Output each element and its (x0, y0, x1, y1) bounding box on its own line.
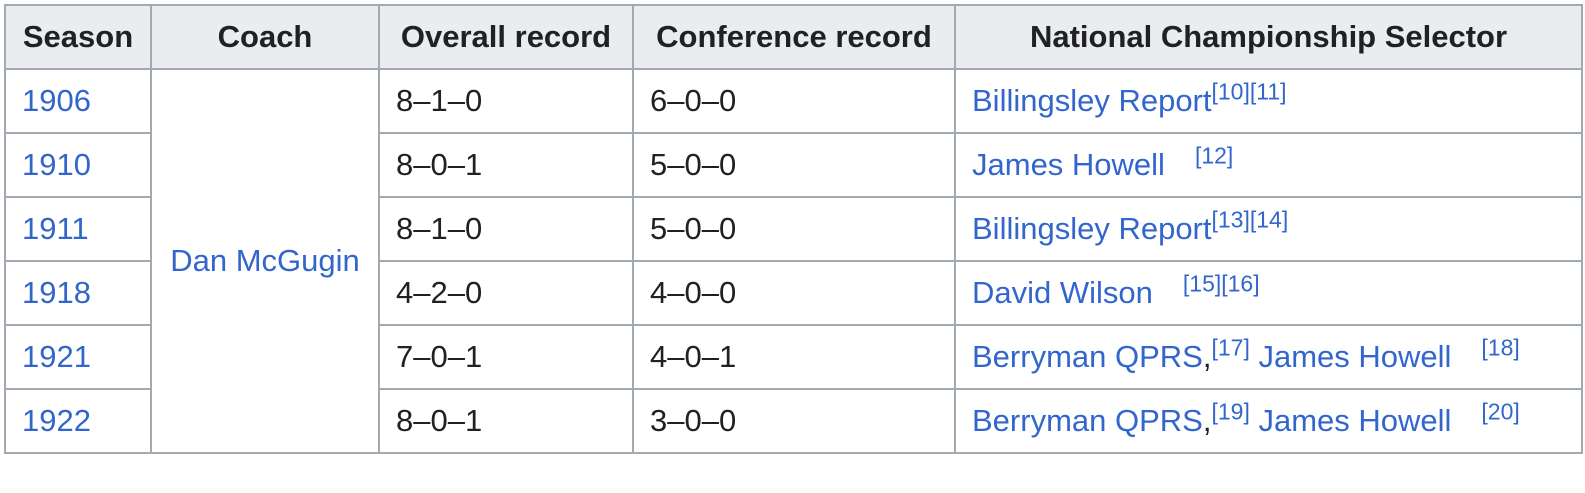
header-conference-record: Conference record (632, 4, 956, 70)
conference-record-cell: 4–0–0 (632, 260, 956, 326)
selector-link[interactable]: Billingsley Report (972, 83, 1212, 118)
selector-link-second[interactable]: James Howell (1258, 403, 1452, 438)
selector-link[interactable]: David Wilson (972, 275, 1153, 310)
season-cell: 1918 (4, 260, 152, 326)
overall-record-cell: 8–0–1 (378, 388, 634, 454)
table-row: 1922 8–0–1 3–0–0 Berryman QPRS,[19] Jame… (4, 388, 1583, 454)
header-season: Season (4, 4, 152, 70)
reference-link[interactable]: [18] (1481, 334, 1520, 361)
season-cell: 1922 (4, 388, 152, 454)
reference-note: [12] (1195, 143, 1233, 169)
overall-record-cell: 7–0–1 (378, 324, 634, 390)
header-overall-record: Overall record (378, 4, 634, 70)
season-link[interactable]: 1906 (22, 83, 91, 118)
season-link[interactable]: 1911 (22, 211, 89, 246)
reference-link[interactable]: [20] (1481, 398, 1520, 425)
season-cell: 1906 (4, 68, 152, 134)
header-row: Season Coach Overall record Conference r… (4, 4, 1583, 70)
conference-record-cell: 4–0–1 (632, 324, 956, 390)
reference-note: [17] (1211, 335, 1249, 361)
selector-cell: Billingsley Report[10][11] (954, 68, 1583, 134)
reference-link[interactable]: [19] (1211, 398, 1250, 425)
championships-table: Season Coach Overall record Conference r… (4, 4, 1583, 454)
coach-link[interactable]: Dan McGugin (170, 243, 360, 278)
reference-note: [15][16] (1183, 271, 1260, 297)
selector-link[interactable]: James Howell (972, 147, 1165, 182)
season-link[interactable]: 1922 (22, 403, 91, 438)
table-row: 1906 Dan McGugin 8–1–0 6–0–0 Billingsley… (4, 68, 1583, 454)
selector-cell: David Wilson [15][16] (954, 260, 1583, 326)
selector-link[interactable]: Billingsley Report (972, 211, 1212, 246)
table-row: 1918 4–2–0 4–0–0 David Wilson [15][16] (4, 260, 1583, 326)
selector-link[interactable]: Berryman QPRS (972, 339, 1203, 374)
reference-note: [10][11] (1212, 79, 1287, 105)
season-cell: 1921 (4, 324, 152, 390)
reference-link[interactable]: [13][14] (1211, 206, 1289, 233)
conference-record-cell: 6–0–0 (632, 68, 956, 134)
table-row: 1911 8–1–0 5–0–0 Billingsley Report[13][… (4, 196, 1583, 262)
season-cell: 1910 (4, 132, 152, 198)
reference-link[interactable]: [10][11] (1211, 78, 1287, 105)
reference-note: [18] (1481, 335, 1519, 361)
selector-cell: Berryman QPRS,[17] James Howell [18] (954, 324, 1583, 390)
season-link[interactable]: 1918 (22, 275, 91, 310)
coach-cell: Dan McGugin (150, 68, 380, 454)
reference-link[interactable]: [12] (1194, 142, 1234, 169)
overall-record-cell: 8–1–0 (378, 68, 634, 134)
overall-record-cell: 4–2–0 (378, 260, 634, 326)
selector-cell: Berryman QPRS,[19] James Howell [20] (954, 388, 1583, 454)
overall-record-cell: 8–0–1 (378, 132, 634, 198)
reference-note: [13][14] (1212, 207, 1289, 233)
conference-record-cell: 3–0–0 (632, 388, 956, 454)
header-coach: Coach (150, 4, 380, 70)
selector-cell: Billingsley Report[13][14] (954, 196, 1583, 262)
overall-record-cell: 8–1–0 (378, 196, 634, 262)
table-row: 1921 7–0–1 4–0–1 Berryman QPRS,[17] Jame… (4, 324, 1583, 390)
selector-link[interactable]: Berryman QPRS (972, 403, 1203, 438)
table-row: 1910 8–0–1 5–0–0 James Howell [12] (4, 132, 1583, 198)
selector-link-second[interactable]: James Howell (1258, 339, 1452, 374)
separator: , (1202, 403, 1212, 438)
reference-link[interactable]: [15][16] (1182, 270, 1260, 297)
season-link[interactable]: 1921 (22, 339, 91, 374)
separator: , (1202, 339, 1212, 374)
conference-record-cell: 5–0–0 (632, 196, 956, 262)
conference-record-cell: 5–0–0 (632, 132, 956, 198)
reference-note: [19] (1211, 399, 1249, 425)
season-link[interactable]: 1910 (22, 147, 91, 182)
season-cell: 1911 (4, 196, 152, 262)
selector-cell: James Howell [12] (954, 132, 1583, 198)
reference-note: [20] (1481, 399, 1519, 425)
reference-link[interactable]: [17] (1211, 334, 1250, 361)
header-selector: National Championship Selector (954, 4, 1583, 70)
